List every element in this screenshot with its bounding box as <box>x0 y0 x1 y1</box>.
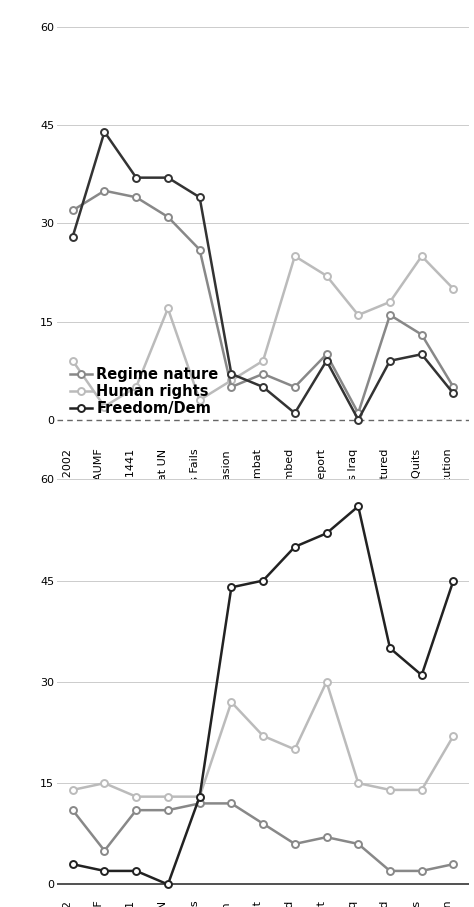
Terrorism <box>387 297 393 307</box>
Human rights <box>165 791 171 802</box>
Freedom/Dem <box>419 669 425 680</box>
WMD <box>260 368 266 379</box>
Terrorism <box>292 250 298 261</box>
Internationalism <box>260 382 266 393</box>
Terrorism <box>419 250 425 261</box>
Internationalism <box>133 172 139 183</box>
Line: Internationalism: Internationalism <box>69 129 457 424</box>
Regime nature <box>419 865 425 876</box>
Freedom/Dem <box>70 859 75 870</box>
WMD <box>133 192 139 203</box>
Regime nature <box>260 818 266 829</box>
Human rights <box>419 785 425 795</box>
Freedom/Dem <box>451 575 456 586</box>
Human rights <box>292 744 298 755</box>
WMD <box>197 244 202 255</box>
Regime nature <box>197 798 202 809</box>
Line: WMD: WMD <box>69 187 457 416</box>
Internationalism <box>451 388 456 399</box>
Internationalism <box>387 356 393 366</box>
Terrorism <box>165 303 171 314</box>
Internationalism <box>101 126 107 137</box>
Human rights <box>451 730 456 741</box>
Internationalism <box>419 349 425 360</box>
Freedom/Dem <box>101 865 107 876</box>
WMD <box>292 382 298 393</box>
Regime nature <box>228 798 234 809</box>
Regime nature <box>387 865 393 876</box>
Terrorism <box>228 375 234 385</box>
Freedom/Dem <box>197 791 202 802</box>
Freedom/Dem <box>228 582 234 593</box>
Internationalism <box>292 407 298 418</box>
Freedom/Dem <box>133 865 139 876</box>
Regime nature <box>324 832 329 843</box>
Human rights <box>133 791 139 802</box>
Freedom/Dem <box>165 879 171 890</box>
Regime nature <box>356 838 361 849</box>
Terrorism <box>260 356 266 366</box>
Regime nature <box>292 838 298 849</box>
Internationalism <box>197 192 202 203</box>
Line: Terrorism: Terrorism <box>69 253 457 410</box>
Human rights <box>324 677 329 688</box>
Internationalism <box>165 172 171 183</box>
WMD <box>70 205 75 216</box>
Terrorism <box>133 382 139 393</box>
WMD <box>165 211 171 222</box>
Human rights <box>101 777 107 788</box>
Human rights <box>387 785 393 795</box>
Internationalism <box>70 231 75 242</box>
WMD <box>451 382 456 393</box>
Line: Regime nature: Regime nature <box>69 800 457 874</box>
Freedom/Dem <box>324 528 329 539</box>
Internationalism <box>228 368 234 379</box>
Regime nature <box>101 845 107 856</box>
Terrorism <box>324 270 329 281</box>
Line: Freedom/Dem: Freedom/Dem <box>69 502 457 888</box>
Terrorism <box>356 309 361 320</box>
Regime nature <box>133 805 139 815</box>
WMD <box>324 349 329 360</box>
Freedom/Dem <box>387 643 393 654</box>
Human rights <box>70 785 75 795</box>
Human rights <box>260 730 266 741</box>
Regime nature <box>70 805 75 815</box>
Terrorism <box>70 356 75 366</box>
Terrorism <box>197 395 202 405</box>
Freedom/Dem <box>292 541 298 552</box>
Internationalism <box>324 356 329 366</box>
Freedom/Dem <box>260 575 266 586</box>
WMD <box>101 185 107 196</box>
Human rights <box>228 697 234 707</box>
Regime nature <box>451 859 456 870</box>
Freedom/Dem <box>356 501 361 512</box>
WMD <box>228 382 234 393</box>
WMD <box>419 329 425 340</box>
WMD <box>356 407 361 418</box>
Regime nature <box>165 805 171 815</box>
Terrorism <box>451 283 456 294</box>
Legend: Regime nature, Human rights, Freedom/Dem: Regime nature, Human rights, Freedom/Dem <box>64 361 224 422</box>
Terrorism <box>101 401 107 412</box>
Human rights <box>197 791 202 802</box>
Human rights <box>356 777 361 788</box>
Line: Human rights: Human rights <box>69 678 457 800</box>
Internationalism <box>356 414 361 425</box>
WMD <box>387 309 393 320</box>
